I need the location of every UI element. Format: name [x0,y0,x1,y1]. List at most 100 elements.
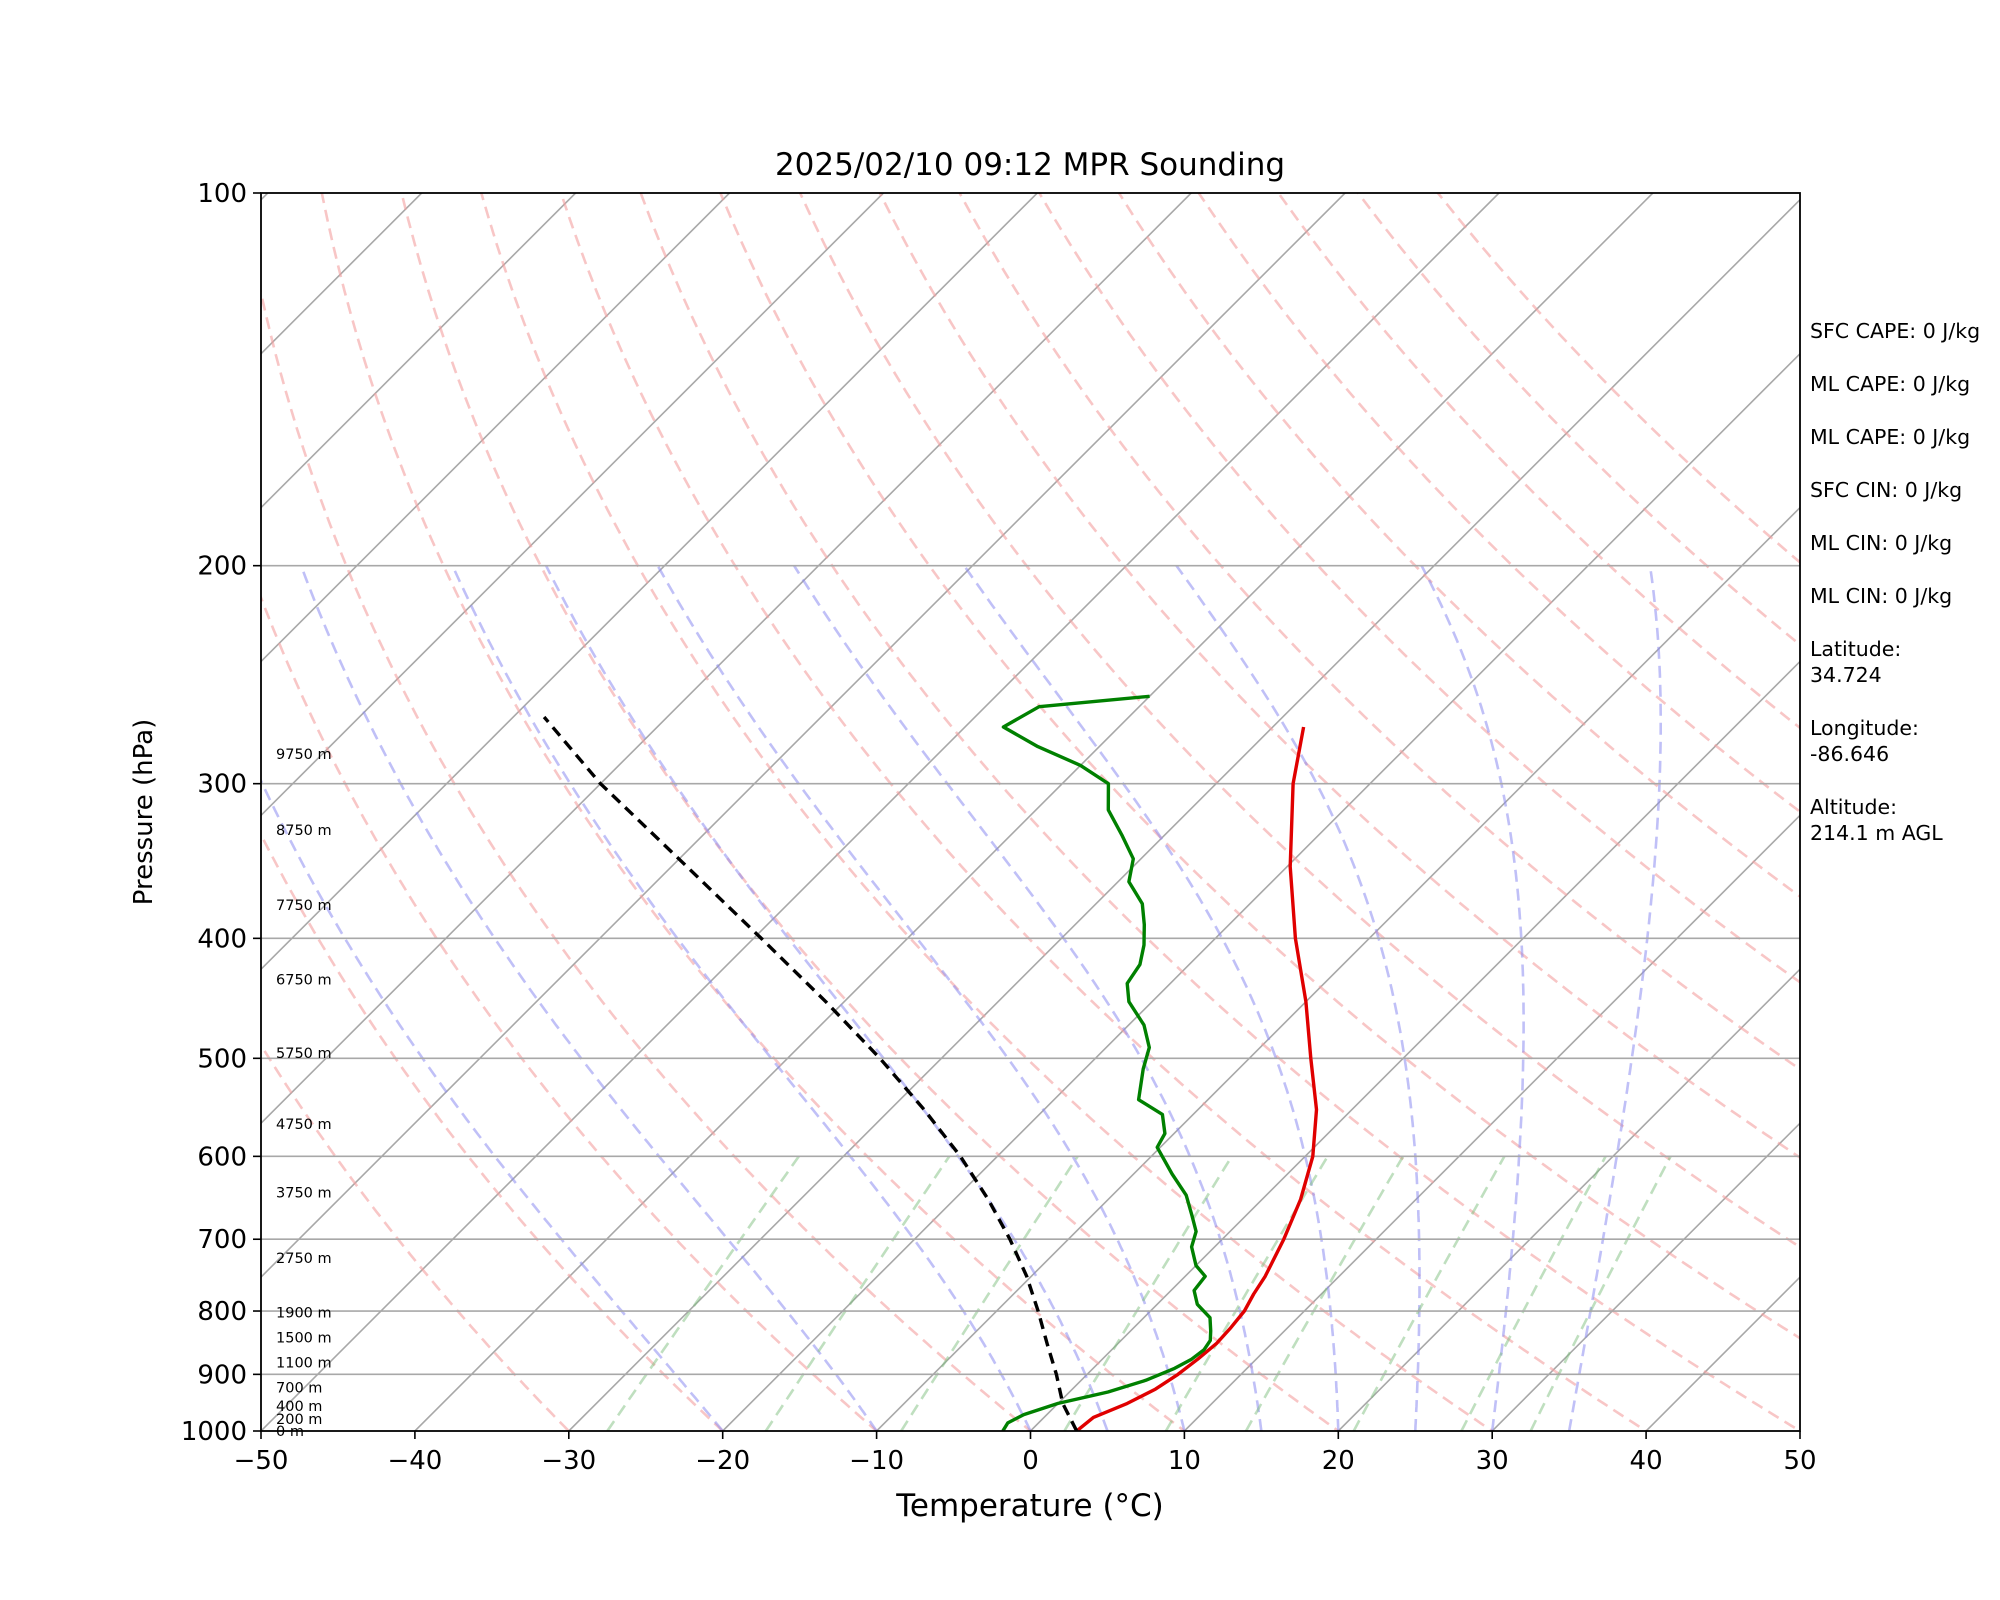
x-axis-label: Temperature (°C) [895,1488,1164,1524]
height-label: 400 m [276,1399,322,1415]
y-tick-label: 600 [197,1142,247,1172]
parcel-line [542,715,1079,1431]
mixing-ratio-line [606,1155,800,1431]
stat-altitude: Altitude: 214.1 m AGL [1810,794,2000,846]
isotherm-line [0,193,114,1431]
dry-adiabat-line [261,594,879,1431]
stat-sfc-cape: SFC CAPE: 0 J/kg [1810,318,2000,344]
y-tick-label: 300 [197,770,247,800]
dry-adiabat-line [261,1042,571,1431]
y-tick-label: 500 [197,1044,247,1074]
sounding-stats: SFC CAPE: 0 J/kg ML CAPE: 0 J/kg ML CAPE… [1810,318,2000,873]
x-tick-label: −20 [695,1446,750,1476]
y-tick-label: 200 [197,552,247,582]
stat-longitude: Longitude: -86.646 [1810,715,2000,767]
y-tick-label: 800 [197,1297,247,1327]
dry-adiabat-line [559,193,1649,1431]
y-tick-label: 900 [197,1360,247,1390]
moist-adiabat-line [656,565,1186,1431]
mixing-ratio-line [1063,1155,1233,1431]
dry-adiabat-line [1276,193,1800,730]
x-tick-label: −50 [234,1446,289,1476]
isotherm-line [1183,814,1800,1431]
mixing-ratio-line [1164,1155,1329,1431]
height-label: 7750 m [276,898,332,914]
stat-ml-cin: ML CIN: 0 J/kg [1810,530,2000,556]
isotherm-line [1491,1122,1800,1431]
dry-adiabat-line [320,193,1187,1431]
isotherm-line [261,193,1500,1431]
stat-label: ML CAPE: 0 J/kg [1810,425,1971,449]
isotherm-line [722,352,1800,1431]
temperature-line [1075,726,1319,1431]
x-tick-label: −10 [849,1446,904,1476]
isotherm-line [261,193,1038,971]
isotherm-line [261,193,1346,1279]
series-group [542,694,1319,1431]
isotherm-line [1029,660,1800,1431]
isotherm-line [261,193,731,663]
plot-frame [260,192,1801,1432]
moist-adiabat-line [1420,565,1525,1431]
stat-value: 214.1 m AGL [1810,821,1943,845]
stat-label: ML CIN: 0 J/kg [1810,531,1953,555]
x-tick-label: 50 [1783,1446,1816,1476]
isotherm-line [261,193,884,817]
isotherm-line [568,198,1800,1431]
x-tick-label: −30 [541,1446,596,1476]
y-tick-label: 1000 [181,1417,247,1447]
y-tick-label: 400 [197,924,247,954]
dry-adiabat-line [1117,193,1800,899]
moist-adiabat-line [299,565,878,1431]
stat-label: SFC CIN: 0 J/kg [1810,478,1963,502]
mixing-ratio-line [900,1155,1079,1431]
stat-ml-cin-2: ML CIN: 0 J/kg [1810,583,2000,609]
height-label: 1500 m [276,1330,332,1346]
height-label: 3750 m [276,1186,332,1202]
pressure-gridlines [261,564,1800,1376]
height-label: 9750 m [276,747,332,763]
stat-label: Longitude: [1810,716,1919,740]
height-label: 4750 m [276,1117,332,1133]
chart-title: 2025/02/10 09:12 MPR Sounding [775,147,1285,183]
stat-value: 34.724 [1810,663,1882,687]
x-tick-label: 40 [1630,1446,1663,1476]
stat-sfc-cin: SFC CIN: 0 J/kg [1810,477,2000,503]
dry-adiabat-line [400,193,1341,1431]
isotherm-line [1337,968,1800,1431]
isotherm-line [261,193,577,509]
stat-label: SFC CAPE: 0 J/kg [1810,319,1981,343]
moist-adiabat-line [1567,565,1662,1431]
stat-value: -86.646 [1810,742,1890,766]
stat-ml-cape: ML CAPE: 0 J/kg [1810,371,2000,397]
stat-label: ML CIN: 0 J/kg [1810,584,1953,608]
moist-adiabat-line [261,777,724,1431]
y-tick-label: 100 [197,179,247,209]
dewpoint-line [1001,694,1213,1431]
mixing-ratio-line [1529,1155,1672,1431]
x-tick-label: 30 [1476,1446,1509,1476]
isotherm-line [876,506,1800,1431]
dry-adiabat-line [639,193,1800,1431]
dry-adiabat-line [261,831,725,1431]
x-tick-label: 10 [1168,1446,1201,1476]
stat-label: Latitude: [1810,637,1902,661]
stat-latitude: Latitude: 34.724 [1810,636,2000,688]
x-tick-label: 0 [1022,1446,1039,1476]
isotherm-line [414,193,1654,1431]
height-label: 1900 m [276,1305,332,1321]
height-label: 1100 m [276,1355,332,1371]
stat-label: Altitude: [1810,795,1898,819]
x-tick-label: −40 [387,1446,442,1476]
stat-label: ML CAPE: 0 J/kg [1810,372,1971,396]
height-label: 8750 m [276,823,332,839]
isotherm-line [261,193,1192,1125]
y-axis-label: Pressure (hPa) [129,719,159,906]
height-label: 5750 m [276,1046,332,1062]
stat-ml-cape-2: ML CAPE: 0 J/kg [1810,424,2000,450]
height-label: 0 m [276,1424,304,1440]
height-label: 700 m [276,1380,322,1396]
background-lines [0,193,1800,1431]
